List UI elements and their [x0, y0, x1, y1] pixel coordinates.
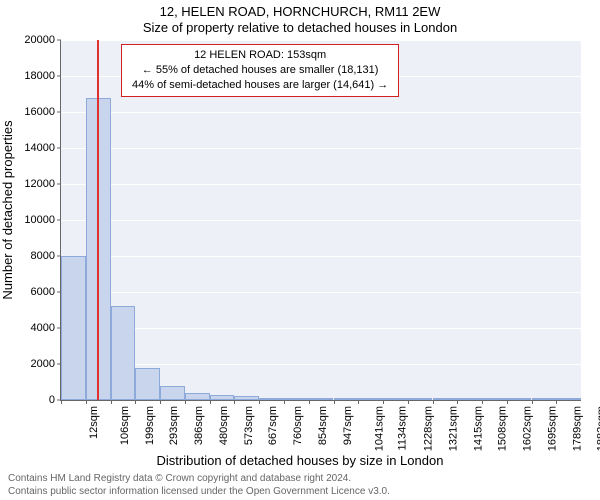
histogram-bar	[507, 398, 532, 400]
footer-attribution: Contains HM Land Registry data © Crown c…	[8, 473, 592, 498]
x-tick-mark	[334, 400, 335, 404]
y-tick-label: 18000	[24, 70, 55, 82]
x-tick-label: 1789sqm	[571, 406, 583, 451]
x-tick-label: 1041sqm	[373, 406, 385, 451]
x-tick-mark	[86, 400, 87, 404]
histogram-bar	[160, 386, 185, 400]
x-tick-label: 1602sqm	[521, 406, 533, 451]
x-tick-label: 573sqm	[243, 406, 255, 445]
x-tick-label: 1415sqm	[472, 406, 484, 451]
histogram-bar	[284, 398, 309, 400]
histogram-bar	[185, 393, 210, 400]
x-tick-mark	[358, 400, 359, 404]
x-tick-label: 667sqm	[268, 406, 280, 445]
y-tick-mark	[57, 364, 61, 365]
histogram-bar	[61, 256, 86, 400]
x-tick-mark	[532, 400, 533, 404]
y-tick-mark	[57, 148, 61, 149]
footer-line-2: Contains public sector information licen…	[8, 486, 592, 499]
histogram-bar	[210, 395, 235, 400]
y-tick-mark	[57, 112, 61, 113]
x-tick-label: 1134sqm	[397, 406, 409, 450]
histogram-bar	[482, 398, 507, 400]
y-tick-mark	[57, 220, 61, 221]
x-tick-mark	[482, 400, 483, 404]
callout-line: 44% of semi-detached houses are larger (…	[132, 78, 388, 93]
x-tick-label: 293sqm	[169, 406, 181, 445]
x-tick-label: 1321sqm	[447, 406, 459, 451]
histogram-bar	[532, 398, 557, 400]
histogram-bar	[556, 398, 581, 400]
x-tick-label: 106sqm	[119, 406, 131, 445]
histogram-bar	[234, 396, 259, 400]
x-tick-label: 1882sqm	[596, 406, 600, 451]
y-tick-label: 12000	[24, 178, 55, 190]
chart-title: 12, HELEN ROAD, HORNCHURCH, RM11 2EW	[0, 4, 600, 19]
histogram-bar	[433, 398, 458, 400]
y-tick-label: 20000	[24, 34, 55, 46]
x-tick-mark	[210, 400, 211, 404]
y-tick-label: 0	[49, 394, 55, 406]
y-tick-mark	[57, 40, 61, 41]
y-tick-mark	[57, 400, 61, 401]
x-tick-mark	[111, 400, 112, 404]
y-tick-label: 10000	[24, 214, 55, 226]
x-axis-label: Distribution of detached houses by size …	[0, 453, 600, 468]
x-tick-label: 1508sqm	[496, 406, 508, 451]
x-tick-mark	[284, 400, 285, 404]
y-tick-label: 8000	[31, 250, 55, 262]
histogram-bar	[259, 398, 284, 400]
x-tick-mark	[61, 400, 62, 404]
histogram-bar	[309, 398, 334, 400]
x-tick-mark	[309, 400, 310, 404]
x-tick-mark	[234, 400, 235, 404]
y-tick-mark	[57, 76, 61, 77]
x-tick-label: 386sqm	[193, 406, 205, 445]
y-tick-label: 2000	[31, 358, 55, 370]
x-tick-mark	[457, 400, 458, 404]
histogram-bar	[135, 368, 160, 400]
chart-subtitle: Size of property relative to detached ho…	[0, 20, 600, 35]
x-tick-label: 854sqm	[317, 406, 329, 445]
y-tick-label: 6000	[31, 286, 55, 298]
histogram-bar	[334, 398, 359, 400]
x-tick-label: 760sqm	[292, 406, 304, 445]
x-tick-mark	[383, 400, 384, 404]
x-tick-mark	[160, 400, 161, 404]
x-tick-label: 1228sqm	[422, 406, 434, 451]
y-axis-label: Number of detached properties	[0, 31, 15, 210]
y-tick-mark	[57, 328, 61, 329]
footer-line-1: Contains HM Land Registry data © Crown c…	[8, 473, 592, 486]
callout-line: 12 HELEN ROAD: 153sqm	[132, 48, 388, 63]
x-tick-mark	[507, 400, 508, 404]
x-tick-mark	[408, 400, 409, 404]
callout-box: 12 HELEN ROAD: 153sqm← 55% of detached h…	[121, 44, 399, 97]
x-tick-mark	[135, 400, 136, 404]
y-tick-mark	[57, 292, 61, 293]
x-tick-label: 199sqm	[144, 406, 156, 445]
marker-line	[97, 40, 99, 400]
x-tick-mark	[433, 400, 434, 404]
x-tick-mark	[556, 400, 557, 404]
histogram-bar	[111, 306, 136, 400]
x-tick-mark	[185, 400, 186, 404]
y-tick-mark	[57, 184, 61, 185]
histogram-bar	[457, 398, 482, 400]
y-tick-label: 16000	[24, 106, 55, 118]
x-tick-label: 12sqm	[88, 406, 100, 439]
x-tick-label: 1695sqm	[546, 406, 558, 451]
y-tick-mark	[57, 256, 61, 257]
x-tick-label: 480sqm	[218, 406, 230, 445]
callout-line: ← 55% of detached houses are smaller (18…	[132, 63, 388, 78]
y-tick-label: 14000	[24, 142, 55, 154]
plot-area: 12sqm106sqm199sqm293sqm386sqm480sqm573sq…	[60, 40, 581, 401]
x-tick-mark	[259, 400, 260, 404]
histogram-bar	[358, 398, 383, 400]
chart-container: { "title": "12, HELEN ROAD, HORNCHURCH, …	[0, 0, 600, 500]
histogram-bar	[383, 398, 408, 400]
histogram-bar	[408, 398, 433, 400]
y-tick-label: 4000	[31, 322, 55, 334]
x-tick-label: 947sqm	[342, 406, 354, 445]
